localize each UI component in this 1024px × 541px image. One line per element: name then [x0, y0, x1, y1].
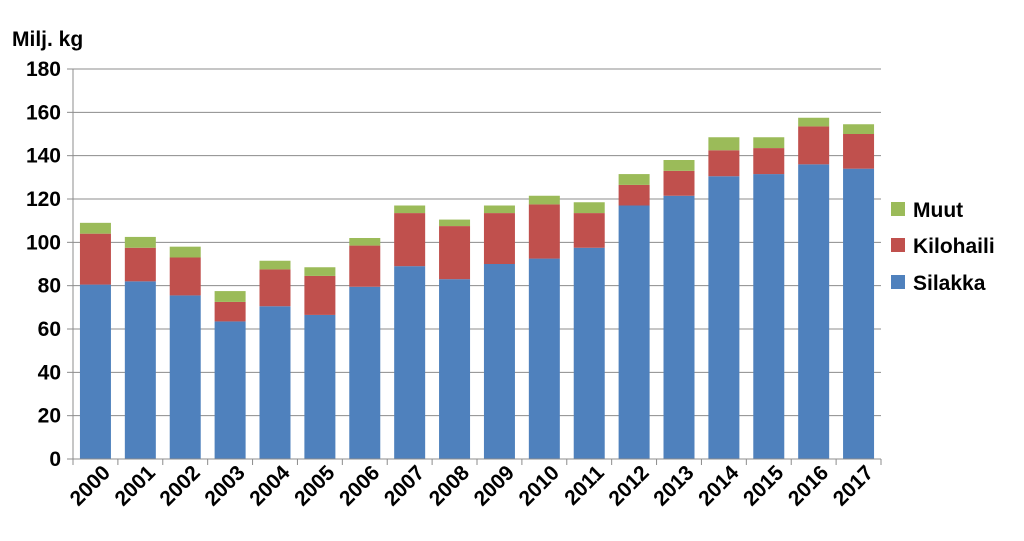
bar-muut-2002: [169, 246, 201, 258]
x-tick-labels: 2000200120022003200420052006200720082009…: [66, 461, 878, 511]
bar-muut-2012: [618, 174, 650, 185]
legend-swatch-silakka: [891, 275, 905, 289]
bar-kilohaili-2003: [214, 301, 246, 322]
bar-muut-2015: [753, 137, 785, 149]
x-tick-label: 2001: [111, 461, 161, 511]
bar-silakka-2001: [124, 281, 156, 459]
bar-muut-2004: [259, 260, 291, 270]
bar-muut-2001: [124, 236, 156, 248]
x-tick-label: 2016: [784, 461, 833, 510]
bar-muut-2011: [573, 202, 605, 214]
bar-kilohaili-2014: [708, 150, 740, 177]
y-tick-label: 0: [49, 448, 61, 471]
x-tick-label: 2011: [560, 461, 609, 510]
y-tick-label: 100: [26, 231, 61, 254]
bar-muut-2006: [349, 238, 381, 246]
legend-swatch-muut: [891, 202, 905, 216]
x-tick-label: 2004: [245, 461, 295, 511]
bar-kilohaili-2015: [753, 148, 785, 175]
y-tick-label: 60: [38, 318, 61, 341]
y-tick-label: 40: [38, 361, 61, 384]
bar-kilohaili-2004: [259, 269, 291, 307]
x-tick-label: 2015: [739, 461, 789, 511]
bar-muut-2005: [304, 267, 336, 276]
legend-label-kilohaili: Kilohaili: [913, 235, 995, 258]
bar-kilohaili-2001: [124, 247, 156, 282]
bar-silakka-2014: [708, 176, 740, 459]
bar-muut-2010: [528, 195, 560, 205]
y-tick-labels: 0 20 40 60 80 100 120 140 160 180: [26, 58, 61, 471]
bar-silakka-2015: [753, 174, 785, 460]
x-tick-label: 2007: [380, 461, 429, 510]
gridlines: [67, 68, 881, 460]
bar-silakka-2008: [439, 279, 471, 459]
bar-silakka-2017: [843, 168, 875, 459]
x-tick-label: 2005: [290, 461, 340, 511]
bar-muut-2016: [798, 117, 830, 127]
legend-label-silakka: Silakka: [913, 272, 986, 295]
x-tick-label: 2014: [694, 461, 744, 511]
x-tick-label: 2013: [649, 461, 698, 510]
bar-silakka-2005: [304, 314, 336, 459]
bar-muut-2014: [708, 137, 740, 151]
x-tick-label: 2003: [200, 461, 249, 510]
bar-kilohaili-2013: [663, 170, 695, 196]
bar-kilohaili-2005: [304, 275, 336, 315]
bar-silakka-2004: [259, 306, 291, 459]
bar-muut-2013: [663, 160, 695, 171]
bar-kilohaili-2009: [483, 213, 515, 264]
bar-kilohaili-2011: [573, 213, 605, 248]
x-tick-label: 2002: [155, 461, 204, 510]
bar-silakka-2013: [663, 195, 695, 459]
bar-kilohaili-2006: [349, 245, 381, 287]
bar-silakka-2000: [79, 284, 111, 459]
bar-muut-2000: [79, 222, 111, 234]
bar-kilohaili-2016: [798, 126, 830, 165]
bar-silakka-2007: [394, 266, 426, 459]
bars: [79, 117, 875, 460]
y-axis-label: Milj. kg: [12, 28, 83, 51]
bar-silakka-2009: [483, 264, 515, 459]
bar-silakka-2012: [618, 205, 650, 459]
legend-label-muut: Muut: [913, 199, 963, 222]
bar-kilohaili-2002: [169, 257, 201, 296]
y-tick-label: 120: [26, 188, 61, 211]
bar-muut-2003: [214, 291, 246, 302]
bar-muut-2008: [439, 219, 471, 227]
y-tick-label: 80: [38, 275, 61, 298]
x-tick-label: 2006: [335, 461, 384, 510]
y-tick-label: 180: [26, 58, 61, 81]
bar-silakka-2011: [573, 247, 605, 459]
y-tick-label: 140: [26, 145, 61, 168]
bar-kilohaili-2012: [618, 184, 650, 206]
bar-kilohaili-2000: [79, 233, 111, 285]
legend: Muut Kilohaili Silakka: [891, 199, 995, 295]
bar-silakka-2006: [349, 286, 381, 459]
x-tick-label: 2009: [470, 461, 519, 510]
bar-silakka-2003: [214, 321, 246, 459]
x-tick-label: 2010: [515, 461, 564, 510]
axes: [72, 69, 882, 465]
bar-kilohaili-2007: [394, 213, 426, 267]
x-tick-label: 2017: [829, 461, 878, 510]
bar-muut-2007: [394, 205, 426, 214]
bar-kilohaili-2010: [528, 204, 560, 259]
bar-silakka-2010: [528, 258, 560, 459]
y-tick-label: 20: [38, 405, 61, 428]
bar-muut-2017: [843, 124, 875, 134]
y-tick-label: 160: [26, 101, 61, 124]
bar-muut-2009: [483, 205, 515, 214]
x-tick-label: 2008: [425, 461, 475, 511]
legend-swatch-kilohaili: [891, 238, 905, 252]
bar-kilohaili-2008: [439, 226, 471, 280]
bar-kilohaili-2017: [843, 134, 875, 169]
x-tick-label: 2000: [66, 461, 115, 510]
bar-silakka-2016: [798, 164, 830, 460]
bar-silakka-2002: [169, 295, 201, 459]
x-tick-label: 2012: [604, 461, 653, 510]
